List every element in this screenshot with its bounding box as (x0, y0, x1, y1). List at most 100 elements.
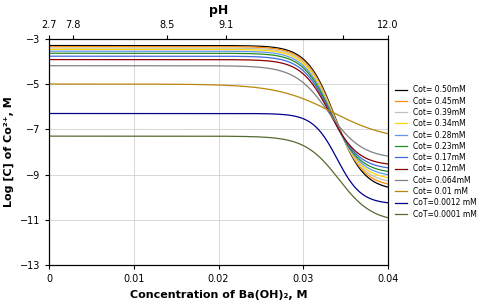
Cot= 0.17mM (105, 54, 111, 58)
Cot= 0.01 mM (47, 82, 52, 86)
Cot= 0.064mM (176, 64, 182, 67)
Cot= 0.45mM (377, 180, 383, 184)
Cot= 0.50mM (105, 44, 111, 47)
Line: Cot= 0.34mM: Cot= 0.34mM (49, 49, 387, 178)
Cot= 0.23mM (176, 51, 182, 55)
X-axis label: pH: pH (208, 4, 228, 17)
Cot= 0.17mM (85, 54, 91, 58)
Cot= 0.34mM (341, 139, 347, 143)
Cot= 0.45mM (85, 45, 91, 49)
Line: Cot= 0.17mM: Cot= 0.17mM (49, 56, 387, 168)
CoT=0.0012 mM (85, 112, 91, 115)
Cot= 0.01 mM (176, 82, 182, 86)
Cot= 0.12mM (384, 162, 390, 166)
Cot= 0.064mM (384, 154, 390, 158)
Line: Cot= 0.23mM: Cot= 0.23mM (49, 53, 387, 171)
Line: Cot= 0.50mM: Cot= 0.50mM (49, 46, 387, 187)
Cot= 0.34mM (105, 47, 111, 51)
Line: Cot= 0.45mM: Cot= 0.45mM (49, 47, 387, 184)
Cot= 0.01 mM (384, 132, 390, 136)
Cot= 0.45mM (191, 45, 196, 49)
Cot= 0.01 mM (105, 82, 111, 86)
Cot= 0.50mM (176, 44, 182, 47)
Cot= 0.34mM (176, 47, 182, 51)
Cot= 0.50mM (85, 44, 91, 47)
Cot= 0.50mM (384, 185, 390, 189)
Line: CoT=0.0001 mM: CoT=0.0001 mM (49, 136, 387, 218)
Cot= 0.01 mM (377, 130, 383, 134)
Cot= 0.28mM (377, 171, 383, 175)
Cot= 0.50mM (191, 44, 196, 47)
CoT=0.0012 mM (47, 112, 52, 115)
Cot= 0.12mM (85, 58, 91, 61)
CoT=0.0001 mM (85, 134, 91, 138)
Cot= 0.34mM (384, 176, 390, 180)
Cot= 0.12mM (47, 58, 52, 61)
Cot= 0.28mM (105, 49, 111, 53)
CoT=0.0012 mM (191, 112, 196, 115)
Cot= 0.17mM (47, 54, 52, 58)
CoT=0.0001 mM (341, 185, 347, 188)
Cot= 0.45mM (105, 45, 111, 49)
Cot= 0.17mM (191, 54, 196, 58)
Cot= 0.12mM (341, 137, 347, 141)
Cot= 0.39mM (47, 46, 52, 50)
CoT=0.0001 mM (384, 216, 390, 219)
Cot= 0.01 mM (85, 82, 91, 86)
Cot= 0.23mM (341, 138, 347, 142)
Cot= 0.28mM (384, 173, 390, 176)
Cot= 0.28mM (85, 49, 91, 53)
Cot= 0.39mM (377, 177, 383, 181)
Cot= 0.23mM (85, 51, 91, 55)
Cot= 0.28mM (47, 49, 52, 53)
Cot= 0.23mM (384, 170, 390, 173)
Cot= 0.28mM (341, 139, 347, 143)
Cot= 0.23mM (105, 51, 111, 55)
Cot= 0.34mM (47, 47, 52, 51)
Cot= 0.45mM (384, 182, 390, 186)
Cot= 0.39mM (105, 46, 111, 50)
CoT=0.0001 mM (47, 134, 52, 138)
Cot= 0.17mM (377, 165, 383, 168)
Cot= 0.23mM (47, 51, 52, 55)
Cot= 0.34mM (377, 174, 383, 178)
Cot= 0.34mM (85, 47, 91, 51)
Cot= 0.39mM (341, 139, 347, 143)
CoT=0.0012 mM (105, 112, 111, 115)
Cot= 0.12mM (176, 58, 182, 61)
Cot= 0.34mM (191, 48, 196, 51)
Cot= 0.12mM (191, 58, 196, 61)
Y-axis label: Log [C] of Co²⁺, M: Log [C] of Co²⁺, M (4, 97, 14, 207)
Cot= 0.064mM (105, 64, 111, 67)
Cot= 0.064mM (377, 153, 383, 157)
Cot= 0.17mM (341, 138, 347, 141)
Cot= 0.39mM (384, 179, 390, 183)
Cot= 0.064mM (85, 64, 91, 67)
Cot= 0.064mM (191, 64, 196, 67)
Cot= 0.45mM (341, 140, 347, 143)
CoT=0.0001 mM (176, 134, 182, 138)
Cot= 0.01 mM (191, 83, 196, 86)
Cot= 0.39mM (85, 46, 91, 50)
Cot= 0.50mM (47, 44, 52, 47)
CoT=0.0012 mM (341, 171, 347, 174)
CoT=0.0001 mM (377, 214, 383, 218)
Cot= 0.01 mM (341, 116, 347, 120)
CoT=0.0001 mM (191, 134, 196, 138)
Cot= 0.064mM (341, 131, 347, 135)
Cot= 0.17mM (384, 166, 390, 170)
Cot= 0.12mM (377, 161, 383, 165)
Line: Cot= 0.064mM: Cot= 0.064mM (49, 66, 387, 156)
Cot= 0.50mM (377, 183, 383, 187)
Line: Cot= 0.01 mM: Cot= 0.01 mM (49, 84, 387, 134)
CoT=0.0012 mM (377, 200, 383, 204)
CoT=0.0001 mM (105, 134, 111, 138)
Line: CoT=0.0012 mM: CoT=0.0012 mM (49, 113, 387, 203)
Line: Cot= 0.12mM: Cot= 0.12mM (49, 60, 387, 164)
Cot= 0.12mM (105, 58, 111, 61)
Cot= 0.28mM (176, 49, 182, 53)
Cot= 0.23mM (377, 168, 383, 172)
CoT=0.0012 mM (176, 112, 182, 115)
Cot= 0.064mM (47, 64, 52, 67)
Cot= 0.39mM (191, 46, 196, 50)
